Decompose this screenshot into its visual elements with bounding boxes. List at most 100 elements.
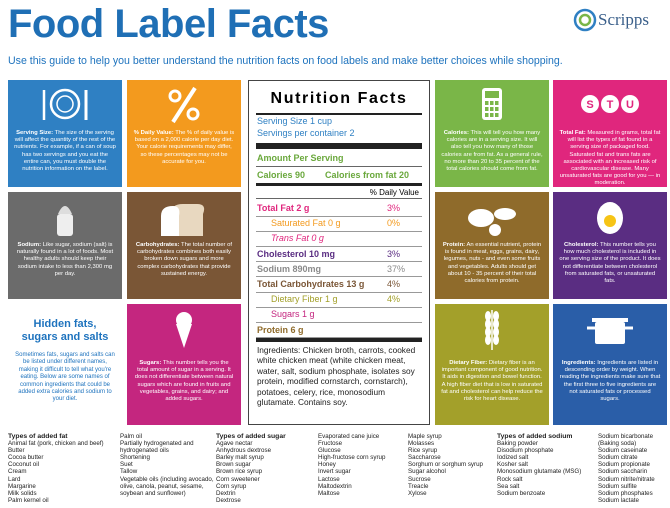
list-item: Milk solids <box>8 489 37 497</box>
list-item: Monosodium glutamate (MSG) <box>497 468 582 476</box>
icon <box>58 206 72 214</box>
tile-text: Ingredients: Ingredients are listed in d… <box>559 360 661 403</box>
tile-label: Protein: <box>442 242 466 248</box>
icon <box>490 101 494 105</box>
list-item: Sorghum or sorghum syrup <box>408 461 483 469</box>
tile-icon <box>597 202 623 234</box>
thick-rule <box>256 337 422 342</box>
subtitle: Use this guide to help you better unders… <box>8 55 563 67</box>
icon <box>592 318 628 322</box>
icon <box>490 107 494 111</box>
info-tile: Serving Size: The size of the serving wi… <box>8 80 122 187</box>
icon <box>485 335 491 345</box>
rule <box>256 291 422 293</box>
info-tile: Cholesterol: This number tells you how m… <box>553 192 667 299</box>
icon <box>485 107 489 111</box>
tile-label: Carbohydrates: <box>135 242 180 248</box>
list-item: Kosher salt <box>497 461 528 469</box>
list-item: Treacle <box>408 482 429 490</box>
icon <box>493 319 499 329</box>
icon <box>485 91 499 98</box>
list-item: Suet <box>120 461 133 469</box>
tile-icon <box>161 204 205 236</box>
list-item: Fructose <box>318 440 343 448</box>
list-item: Sodium nitrite/nitrate <box>598 475 655 483</box>
info-tile: S T U Total Fat: Measured in grams, total f… <box>553 80 667 187</box>
tile-text: % Daily Value: The % of daily value is b… <box>133 130 235 166</box>
icon <box>168 89 182 103</box>
tile-label: Ingredients: <box>561 360 596 366</box>
list-item: Maltose <box>318 489 340 497</box>
info-tile: Sodium: Like sugar, sodium (salt) is nat… <box>8 192 122 299</box>
rule <box>256 183 422 186</box>
label-title: Nutrition Facts <box>270 90 408 107</box>
tile-text: Protein: An essential nutrient, protein … <box>441 242 543 285</box>
list-item: Molasses <box>408 440 435 448</box>
list-item: Sodium caseinate <box>598 447 648 455</box>
icon <box>493 327 499 337</box>
icon <box>186 107 200 121</box>
list-item: Animal fat (pork, chicken and beef) <box>8 440 104 448</box>
list-item: Maltodextrin <box>318 482 352 490</box>
list-item: Vegetable oils (including avocado, olive… <box>120 475 214 497</box>
icon <box>493 335 499 345</box>
rule <box>256 261 422 263</box>
list-item: Saccharose <box>408 454 441 462</box>
label-row: Dietary Fiber 1 g <box>271 294 338 305</box>
list-item: Tallow <box>120 468 138 476</box>
tile-label: Calories: <box>443 130 469 136</box>
list-item: Honey <box>318 461 336 469</box>
tile-body: Ingredients are listed in descending ord… <box>559 360 661 403</box>
label-dv: 3% <box>387 203 401 213</box>
ingredients: Ingredients: Chicken broth, carrots, coo… <box>257 345 416 408</box>
list-item: Corn sweetener <box>216 475 260 483</box>
amount-per-serving: Amount Per Serving <box>257 153 344 163</box>
tile-body: The total number of carbohydrates combin… <box>137 242 233 277</box>
rule <box>256 113 422 115</box>
tile-text: Serving Size: The size of the serving wi… <box>14 130 116 173</box>
icon <box>485 311 491 321</box>
badge <box>601 95 619 113</box>
ingredient-list: Sodium bicarbonate (Baking soda) Sodium c… <box>598 433 668 504</box>
list-item: Sucrose <box>408 475 431 483</box>
icon <box>57 214 73 236</box>
info-tile: Sugars: This number tells you the total … <box>127 304 241 425</box>
calories-from-fat: Calories from fat 20 <box>325 170 410 180</box>
list-item: Sodium benzoate <box>497 489 546 497</box>
icon <box>485 113 489 117</box>
list-item: Palm oil <box>120 433 143 440</box>
list-heading: Types of added sugar <box>216 433 286 440</box>
badge <box>621 95 639 113</box>
tile-icon <box>485 310 499 350</box>
tile-label: % Daily Value: <box>133 130 174 136</box>
rule <box>256 230 422 232</box>
tile-label: Sugars: <box>139 360 162 366</box>
icon <box>495 107 499 111</box>
logo: Scripps <box>598 10 649 29</box>
list-item: Anhydrous dextrose <box>216 447 272 455</box>
tile-icon <box>587 318 633 344</box>
icon <box>493 311 499 321</box>
tile-text: Calories: This will tell you how many ca… <box>441 130 543 173</box>
ingredient-list: Types of added fat Animal fat (pork, chic… <box>8 433 118 504</box>
tile-body: This number tells you the total amount o… <box>134 360 234 403</box>
icon <box>485 319 491 329</box>
list-item: Sodium sulfite <box>598 482 637 490</box>
tile-text: Sometimes fats, sugars and salts can be … <box>15 352 115 403</box>
list-item: Xylose <box>408 489 427 497</box>
list-item: Sodium saccharin <box>598 468 648 476</box>
tile-heading: Hidden fats, sugars and salts <box>21 318 109 343</box>
label-row: Total Fat 2 g <box>257 203 310 213</box>
rule <box>256 198 422 199</box>
tile-body: The size of the serving will affect the … <box>14 130 116 173</box>
tile-body: This number tells you how much cholester… <box>559 242 661 285</box>
info-tile: Ingredients: Ingredients are listed in d… <box>553 304 667 425</box>
info-tile: Protein: An essential nutrient, protein … <box>435 192 549 299</box>
list-item: Sodium phosphates <box>598 489 653 497</box>
tile-body: Like sugar, sodium (salt) is naturally f… <box>16 242 114 277</box>
logo-icon <box>573 8 597 32</box>
list-item: Sea salt <box>497 482 520 490</box>
rule <box>256 166 422 167</box>
label-row: Sugars 1 g <box>271 309 315 320</box>
tile-icon <box>468 208 516 236</box>
